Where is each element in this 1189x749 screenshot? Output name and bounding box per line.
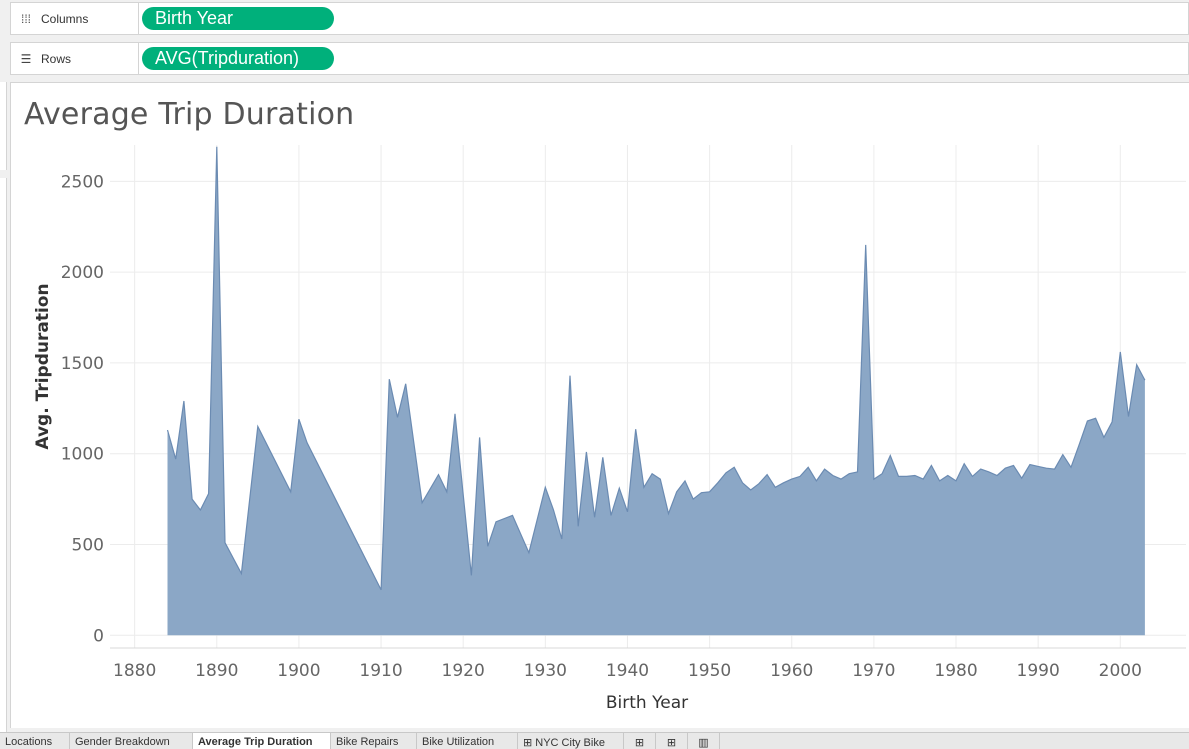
tab-average-trip-duration[interactable]: Average Trip Duration: [193, 733, 331, 749]
x-tick-label-1910: 1910: [359, 661, 402, 681]
tab-label: Bike Repairs: [336, 736, 399, 748]
x-tick-label-1970: 1970: [852, 661, 895, 681]
area-line: [166, 146, 1146, 591]
x-tick-label-1990: 1990: [1017, 661, 1060, 681]
dashboard-icon: ⊞: [523, 737, 536, 749]
tab-gender-breakdown[interactable]: Gender Breakdown: [70, 733, 193, 749]
x-tick-label-1960: 1960: [770, 661, 813, 681]
left-pane-edge-bottom: [0, 178, 7, 732]
x-tick-label-1950: 1950: [688, 661, 731, 681]
y-tick-label-1000: 1000: [61, 445, 104, 465]
x-axis-title: Birth Year: [606, 693, 688, 713]
y-tick-label-1500: 1500: [61, 354, 104, 374]
x-tick-label-1920: 1920: [442, 661, 485, 681]
tab-label: Gender Breakdown: [75, 736, 170, 748]
new-dashboard-icon[interactable]: ⊞: [656, 733, 688, 749]
rows-label-text: Rows: [41, 51, 72, 66]
x-tick-label-1880: 1880: [113, 661, 156, 681]
tab-bike-utilization[interactable]: Bike Utilization: [417, 733, 518, 749]
sheet-tabs: Locations Gender Breakdown Average Trip Du…: [0, 732, 1189, 749]
tab-label: NYC City Bike: [535, 737, 605, 749]
x-tick-label-1930: 1930: [524, 661, 567, 681]
chart-title: Average Trip Duration: [24, 97, 355, 132]
columns-shelf: ⁞⁞⁞ Columns Birth Year: [10, 2, 1189, 35]
tab-label: Bike Utilization: [422, 736, 495, 748]
tab-nyc-city-bike[interactable]: ⊞ NYC City Bike: [518, 733, 624, 749]
y-tick-label-0: 0: [93, 626, 104, 646]
area-chart: 1880 1890 1900 1910 1920 1930 1940 1950 1960 1970…: [33, 145, 1186, 713]
x-tick-label-1900: 1900: [277, 661, 320, 681]
tab-label: Average Trip Duration: [198, 736, 313, 748]
y-tick-label-2500: 2500: [61, 172, 104, 192]
x-tick-label-1980: 1980: [934, 661, 977, 681]
columns-icon: ⁞⁞⁞: [20, 11, 31, 26]
tab-bike-repairs[interactable]: Bike Repairs: [331, 733, 417, 749]
rows-shelf-label: ☰ Rows: [11, 43, 139, 74]
area-fill: [167, 146, 1145, 636]
y-axis-title: Avg. Tripduration: [33, 283, 53, 449]
birth-year-pill[interactable]: Birth Year: [142, 7, 334, 30]
new-worksheet-icon[interactable]: ⊞: [624, 733, 656, 749]
x-tick-label-1940: 1940: [606, 661, 649, 681]
rows-shelf: ☰ Rows AVG(Tripduration): [10, 42, 1189, 75]
y-tick-label-500: 500: [72, 535, 104, 555]
x-tick-label-1890: 1890: [195, 661, 238, 681]
columns-shelf-label: ⁞⁞⁞ Columns: [11, 3, 139, 34]
tab-label: Locations: [5, 736, 53, 748]
rows-icon: ☰: [20, 51, 32, 66]
left-pane-edge-top: [0, 82, 7, 170]
avg-tripduration-pill[interactable]: AVG(Tripduration): [142, 47, 334, 70]
columns-label-text: Columns: [41, 11, 89, 26]
tab-locations[interactable]: Locations: [0, 733, 70, 749]
worksheet-view: Average Trip Duration 1880 1890 1900 1910 19…: [10, 82, 1189, 728]
new-story-icon[interactable]: ▥: [688, 733, 720, 749]
x-tick-label-2000: 2000: [1099, 661, 1142, 681]
y-tick-label-2000: 2000: [61, 263, 104, 283]
